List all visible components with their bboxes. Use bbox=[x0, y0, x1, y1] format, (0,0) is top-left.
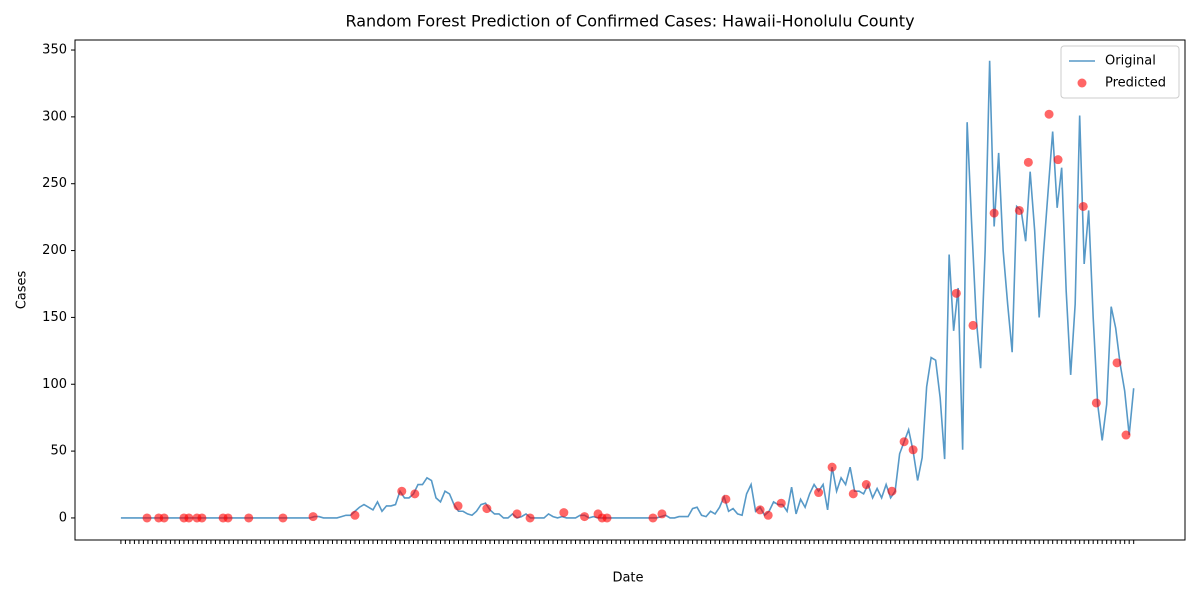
scatter-point bbox=[989, 208, 999, 218]
scatter-point bbox=[1091, 398, 1101, 408]
scatter-point bbox=[580, 512, 590, 522]
legend-label: Original bbox=[1105, 54, 1156, 69]
scatter-point bbox=[755, 505, 765, 515]
scatter-point bbox=[827, 462, 837, 472]
scatter-point bbox=[197, 513, 207, 523]
scatter-point bbox=[763, 510, 773, 520]
scatter-point bbox=[776, 498, 786, 508]
y-axis-label: Cases bbox=[15, 270, 30, 309]
y-tick-label: 150 bbox=[42, 310, 67, 325]
scatter-point bbox=[397, 486, 407, 496]
scatter-point bbox=[908, 445, 918, 455]
scatter-point bbox=[861, 480, 871, 490]
scatter-point bbox=[1014, 205, 1024, 215]
scatter-point bbox=[223, 513, 233, 523]
scatter-point bbox=[482, 504, 492, 514]
chart-title: Random Forest Prediction of Confirmed Ca… bbox=[345, 12, 914, 31]
scatter-point bbox=[1053, 155, 1063, 165]
scatter-point bbox=[410, 489, 420, 499]
scatter-point bbox=[525, 513, 535, 523]
y-tick-label: 0 bbox=[59, 510, 67, 525]
scatter-point bbox=[848, 489, 858, 499]
scatter-point bbox=[602, 513, 612, 523]
scatter-point bbox=[142, 513, 152, 523]
y-tick-label: 350 bbox=[42, 43, 67, 58]
scatter-point bbox=[1112, 358, 1122, 368]
y-tick-label: 300 bbox=[42, 109, 67, 124]
scatter-point bbox=[887, 486, 897, 496]
scatter-point bbox=[350, 510, 360, 520]
scatter-point bbox=[159, 513, 169, 523]
y-tick-label: 100 bbox=[42, 377, 67, 392]
scatter-point bbox=[244, 513, 254, 523]
scatter-point bbox=[968, 320, 978, 330]
y-tick-label: 50 bbox=[50, 444, 67, 459]
legend-label: Predicted bbox=[1105, 76, 1166, 91]
scatter-point bbox=[512, 509, 522, 519]
x-axis-label: Date bbox=[612, 571, 643, 586]
scatter-point bbox=[951, 288, 961, 298]
y-tick-label: 200 bbox=[42, 243, 67, 258]
scatter-point bbox=[184, 513, 194, 523]
line-series bbox=[120, 60, 1135, 519]
scatter-point bbox=[814, 488, 824, 498]
scatter-point bbox=[721, 494, 731, 504]
scatter-point bbox=[1121, 430, 1131, 440]
y-tick-label: 250 bbox=[42, 176, 67, 191]
scatter-point bbox=[657, 509, 667, 519]
scatter-point bbox=[899, 437, 909, 447]
scatter-point bbox=[278, 513, 288, 523]
scatter-point bbox=[1023, 157, 1033, 167]
scatter-point bbox=[308, 512, 318, 522]
legend-box bbox=[1060, 45, 1180, 99]
scatter-point bbox=[1044, 109, 1054, 119]
legend-swatch bbox=[1077, 78, 1087, 88]
scatter-point bbox=[453, 501, 463, 511]
scatter-point bbox=[559, 508, 569, 518]
scatter-point bbox=[648, 513, 658, 523]
scatter-point bbox=[1078, 201, 1088, 211]
plot-frame bbox=[74, 39, 1186, 541]
